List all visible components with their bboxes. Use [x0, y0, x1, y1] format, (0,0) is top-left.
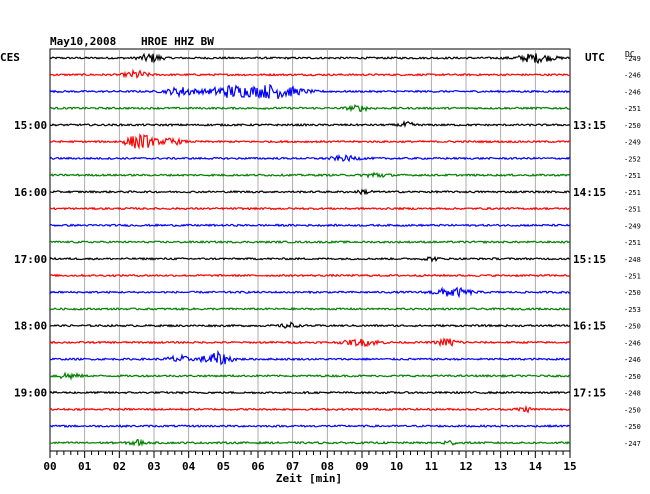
right-time-label: 16:15	[573, 320, 606, 333]
dc-header-label: DC	[625, 50, 635, 59]
trace-row-23	[49, 438, 571, 447]
dc-offset-label: -251	[624, 272, 641, 280]
right-time-label: 15:15	[573, 253, 606, 266]
dc-offset-label: -250	[624, 373, 641, 381]
trace-row-18	[49, 349, 571, 366]
trace-row-8	[49, 188, 571, 196]
chart-date: May10,2008	[50, 35, 116, 48]
trace-row-19	[49, 371, 571, 381]
x-tick-label: 12	[459, 460, 472, 473]
dc-offset-label: -246	[624, 88, 641, 96]
dc-offset-label: -248	[624, 390, 641, 398]
trace-row-20	[49, 390, 571, 395]
dc-offset-label: -248	[624, 256, 641, 264]
left-time-label: 15:00	[14, 119, 47, 132]
trace-row-0	[49, 52, 571, 65]
x-tick-label: 11	[425, 460, 439, 473]
x-axis: 00 01 02 03 04 05 06 07 08 09 10 11 12 13 14 15	[43, 451, 577, 473]
x-tick-label: 10	[390, 460, 403, 473]
trace-row-4	[49, 119, 571, 128]
x-tick-label: 09	[355, 460, 368, 473]
plot-frame	[49, 48, 571, 452]
x-tick-label: 02	[113, 460, 126, 473]
x-tick-label: 06	[251, 460, 265, 473]
trace-row-5	[49, 133, 571, 150]
trace-row-22	[49, 424, 571, 429]
left-timezone-label: CES	[0, 51, 20, 64]
right-time-label: 13:15	[573, 119, 606, 132]
seismic-traces	[49, 52, 571, 447]
x-tick-label: 07	[286, 460, 299, 473]
x-tick-label: 01	[78, 460, 92, 473]
dc-offset-label: -249	[624, 222, 641, 230]
dc-offset-label: -250	[624, 406, 641, 414]
trace-row-11	[49, 240, 571, 245]
x-tick-label: 14	[529, 460, 543, 473]
left-time-label: 17:00	[14, 253, 47, 266]
trace-row-16	[49, 321, 571, 329]
dc-offset-label: -252	[624, 155, 641, 163]
dc-offset-label: -250	[624, 423, 641, 431]
right-time-label: 17:15	[573, 387, 606, 400]
dc-offset-label: -249	[624, 55, 641, 63]
x-axis-label: Zeit [min]	[276, 472, 342, 485]
dc-offset-label: -246	[624, 356, 641, 364]
x-tick-label: 05	[217, 460, 230, 473]
right-time-labels: 13:15 14:15 15:15 16:15 17:15	[573, 119, 606, 400]
left-time-labels: 15:00 16:00 17:00 18:00 19:00	[14, 119, 47, 400]
trace-row-3	[49, 103, 571, 113]
trace-row-15	[49, 306, 571, 311]
dc-offset-label: -251	[624, 206, 641, 214]
dc-offset-label: -251	[624, 239, 641, 247]
x-tick-label: 04	[182, 460, 196, 473]
left-time-label: 16:00	[14, 186, 47, 199]
dc-offset-label: -251	[624, 189, 641, 197]
x-tick-label: 00	[43, 460, 56, 473]
trace-row-13	[49, 273, 571, 278]
right-timezone-label: UTC	[585, 51, 605, 64]
left-time-label: 19:00	[14, 387, 47, 400]
trace-row-2	[49, 83, 571, 100]
x-tick-label: 08	[321, 460, 334, 473]
dc-offset-label: -246	[624, 72, 641, 80]
dc-offset-label: -247	[624, 440, 641, 448]
x-tick-label: 03	[147, 460, 160, 473]
dc-offset-label: -250	[624, 122, 641, 130]
minute-grid	[49, 48, 571, 452]
trace-row-10	[50, 223, 571, 228]
right-time-label: 14:15	[573, 186, 606, 199]
dc-offset-labels: -249 -246 -246 -251 -250 -249 -252 -251 -251 -251…	[624, 55, 641, 448]
dc-offset-label: -249	[624, 139, 641, 147]
trace-row-7	[49, 171, 571, 179]
dc-offset-label: -246	[624, 339, 641, 347]
dc-offset-label: -251	[624, 105, 641, 113]
trace-row-17	[49, 337, 571, 348]
trace-row-6	[49, 153, 571, 163]
dc-offset-label: -253	[624, 306, 641, 314]
trace-row-9	[49, 206, 571, 211]
x-tick-label: 13	[494, 460, 507, 473]
trace-row-21	[49, 404, 571, 414]
dc-offset-label: -250	[624, 289, 641, 297]
trace-row-12	[49, 255, 571, 263]
trace-row-14	[49, 286, 571, 299]
chart-station: HROE HHZ BW	[141, 35, 214, 48]
trace-row-1	[49, 68, 571, 79]
dc-offset-label: -250	[624, 323, 641, 331]
x-tick-label: 15	[563, 460, 576, 473]
dc-offset-label: -251	[624, 172, 641, 180]
left-time-label: 18:00	[14, 320, 47, 333]
